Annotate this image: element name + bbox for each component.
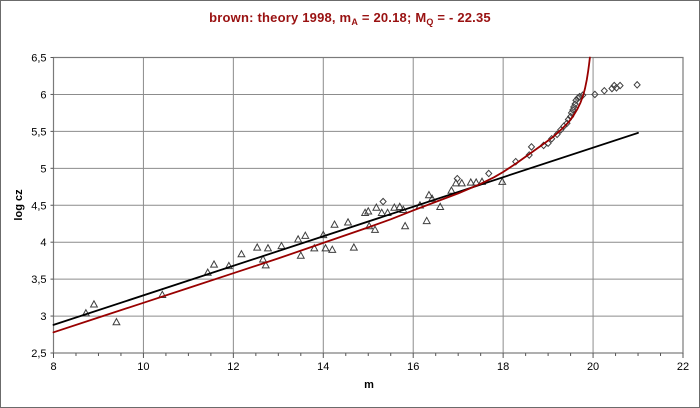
diamond-marker <box>453 174 461 183</box>
triangle-marker <box>252 242 262 251</box>
y-tick-label: 5 <box>40 163 46 175</box>
triangle-marker <box>261 260 270 269</box>
triangle-marker <box>364 206 373 215</box>
x-tick-label: 14 <box>317 361 329 373</box>
diamond-marker <box>616 81 624 90</box>
triangle-marker <box>370 225 380 233</box>
triangle-marker <box>349 242 359 251</box>
triangle-marker <box>372 203 381 211</box>
triangle-marker <box>466 177 476 186</box>
triangle-marker <box>451 178 461 187</box>
diamond-marker <box>525 151 533 159</box>
y-tick-label: 4 <box>40 237 46 249</box>
y-tick-label: 3 <box>40 311 46 323</box>
triangle-marker <box>209 259 219 268</box>
x-axis-title: m <box>364 379 374 391</box>
triangle-marker <box>424 190 434 199</box>
diamond-marker <box>485 169 493 178</box>
diamond-marker <box>591 90 599 99</box>
triangle-marker <box>277 241 286 250</box>
triangle-marker <box>330 220 339 228</box>
title-text: = - 22.35 <box>433 10 491 25</box>
triangle-marker <box>112 317 121 326</box>
x-tick-label: 16 <box>407 361 419 373</box>
triangle-marker <box>390 203 399 211</box>
triangle-marker <box>395 202 404 211</box>
x-tick-label: 22 <box>677 361 689 373</box>
diamond-marker <box>574 94 582 103</box>
triangle-marker <box>360 208 370 216</box>
axis-ticks <box>50 57 684 358</box>
diamond-marker <box>600 86 608 95</box>
triangle-marker <box>319 230 328 239</box>
triangle-marker <box>293 234 303 243</box>
brown-theory-curve-series <box>52 56 591 334</box>
triangle-marker <box>435 202 445 211</box>
triangle-marker <box>457 178 467 187</box>
triangle-marker <box>447 186 456 194</box>
triangle-marker <box>310 243 319 252</box>
diamond-marker <box>548 134 556 143</box>
title-subscript: Q <box>426 17 434 27</box>
triangle-marker <box>301 231 310 239</box>
y-tick-label: 2,5 <box>31 348 46 360</box>
y-tick-labels: 2,5 3 3,5 4 4,5 5 5,5 6 6,5 <box>31 53 46 361</box>
diamond-marker <box>575 92 584 101</box>
title-text: brown: theory 1998, m <box>209 10 352 25</box>
triangle-marker <box>203 268 212 276</box>
triangle-marker <box>328 245 337 253</box>
triangle-marker <box>258 254 268 263</box>
y-tick-label: 3,5 <box>31 274 46 286</box>
triangle-marker <box>263 243 273 252</box>
y-tick-label: 4,5 <box>31 200 46 212</box>
triangle-marker <box>400 221 410 230</box>
triangle-marker <box>237 249 246 258</box>
linear-fit-line <box>52 131 639 326</box>
triangle-marker <box>224 261 234 270</box>
gridlines <box>53 57 683 353</box>
triangle-marker <box>422 216 431 225</box>
triangle-marker <box>497 177 507 185</box>
x-tick-label: 12 <box>227 361 239 373</box>
observed-diamonds-series <box>379 80 641 206</box>
y-tick-label: 6,5 <box>31 53 46 65</box>
triangle-marker <box>296 251 306 259</box>
y-tick-label: 6 <box>40 89 46 101</box>
x-tick-label: 20 <box>587 361 599 373</box>
diamond-marker <box>527 142 536 151</box>
chart-title: brown: theory 1998, mA = 20.18; MQ = - 2… <box>1 10 699 27</box>
triangle-marker <box>343 217 353 226</box>
x-tick-label: 8 <box>50 361 56 373</box>
x-tick-label: 18 <box>497 361 509 373</box>
title-subscript: A <box>351 17 359 27</box>
x-tick-labels: 8 10 12 14 16 18 20 22 <box>50 361 689 373</box>
triangle-marker <box>321 243 330 252</box>
linear-fit-line-series <box>52 131 639 326</box>
diamond-marker <box>379 197 387 206</box>
triangle-marker <box>377 208 386 216</box>
diamond-marker <box>572 96 580 105</box>
title-text: = 20.18; M <box>358 10 427 25</box>
y-tick-label: 5,5 <box>31 126 46 138</box>
triangle-marker <box>89 299 99 308</box>
x-tick-label: 10 <box>137 361 149 373</box>
diamond-marker <box>633 80 641 89</box>
brown-theory-curve <box>52 56 591 334</box>
diamond-marker <box>553 130 561 139</box>
diamond-marker <box>512 157 520 166</box>
